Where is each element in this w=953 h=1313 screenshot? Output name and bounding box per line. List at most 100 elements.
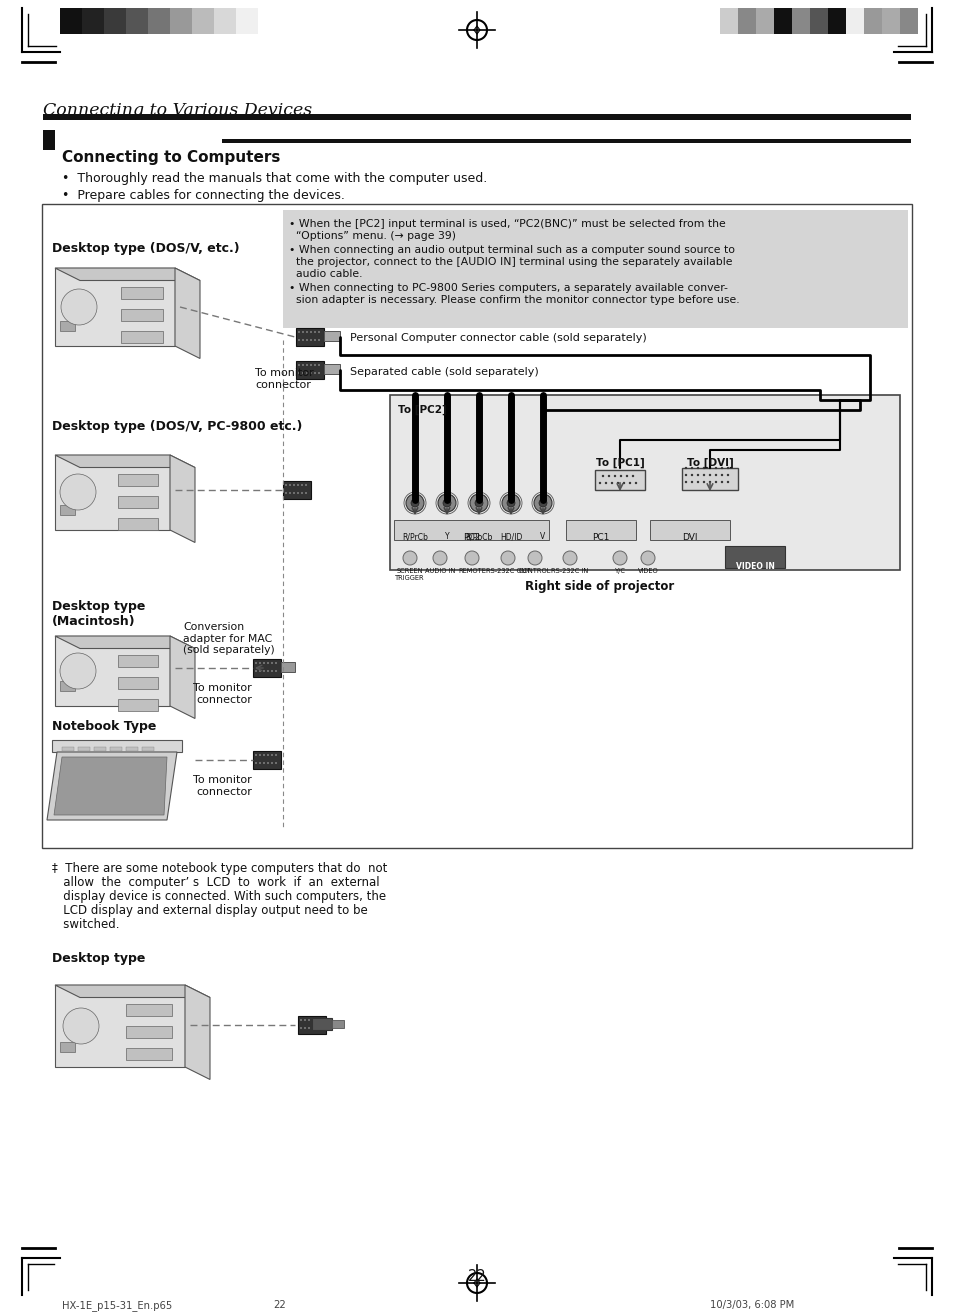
Text: Personal Computer connector cable (sold separately): Personal Computer connector cable (sold … <box>350 334 646 343</box>
Circle shape <box>690 481 693 483</box>
Bar <box>295 361 324 379</box>
Text: To monitor
connector: To monitor connector <box>193 775 252 797</box>
Circle shape <box>274 754 276 756</box>
Circle shape <box>411 499 418 507</box>
Bar <box>55 985 185 1067</box>
Circle shape <box>726 474 728 477</box>
Text: To [PC2]: To [PC2] <box>397 404 446 415</box>
Circle shape <box>298 339 299 341</box>
Circle shape <box>310 372 312 374</box>
Circle shape <box>298 372 299 374</box>
Circle shape <box>702 474 704 477</box>
Circle shape <box>308 1019 310 1020</box>
Circle shape <box>271 763 273 764</box>
Circle shape <box>310 364 312 366</box>
Bar <box>127 1025 172 1039</box>
Bar <box>312 1018 332 1029</box>
Text: Desktop type (DOS/V, PC-9800 etc.): Desktop type (DOS/V, PC-9800 etc.) <box>52 420 302 433</box>
Circle shape <box>702 481 704 483</box>
Text: Y/C: Y/C <box>614 569 625 574</box>
Circle shape <box>696 467 699 469</box>
Bar <box>62 747 74 751</box>
Circle shape <box>604 482 606 484</box>
Circle shape <box>314 372 315 374</box>
Bar <box>738 8 755 34</box>
Bar <box>118 496 158 508</box>
Circle shape <box>263 754 265 756</box>
Bar <box>55 268 174 347</box>
Circle shape <box>289 492 291 494</box>
Text: Conversion
adapter for MAC
(sold separately): Conversion adapter for MAC (sold separat… <box>183 622 274 655</box>
Circle shape <box>259 763 260 764</box>
Bar <box>60 1043 75 1052</box>
Bar <box>118 699 158 712</box>
Circle shape <box>534 494 552 512</box>
Circle shape <box>298 364 299 366</box>
Text: R/PrCb: R/PrCb <box>401 532 428 541</box>
Circle shape <box>301 492 302 494</box>
Bar <box>281 662 294 672</box>
Bar <box>121 309 163 320</box>
Text: CONTROL: CONTROL <box>518 569 551 574</box>
Circle shape <box>271 670 273 672</box>
Text: Right side of projector: Right side of projector <box>525 580 674 593</box>
Text: • When connecting to PC-9800 Series computers, a separately available conver-: • When connecting to PC-9800 Series comp… <box>289 284 727 293</box>
Circle shape <box>315 1019 317 1020</box>
Bar <box>863 8 882 34</box>
Circle shape <box>305 492 307 494</box>
Circle shape <box>720 481 722 483</box>
Bar <box>126 8 148 34</box>
Text: Separated cable (sold separately): Separated cable (sold separately) <box>350 368 538 377</box>
Bar <box>283 481 311 499</box>
Bar <box>94 747 106 751</box>
Circle shape <box>302 372 303 374</box>
Bar <box>283 210 907 328</box>
Text: the projector, connect to the [AUDIO IN] terminal using the separately available: the projector, connect to the [AUDIO IN]… <box>289 257 732 267</box>
Bar <box>882 8 899 34</box>
Circle shape <box>304 1027 306 1029</box>
Circle shape <box>402 551 416 565</box>
Text: Notebook Type: Notebook Type <box>52 720 156 733</box>
Text: B/PbCb: B/PbCb <box>465 532 492 541</box>
Circle shape <box>501 494 519 512</box>
Bar <box>390 395 899 570</box>
Circle shape <box>263 763 265 764</box>
Circle shape <box>708 467 710 469</box>
Text: •  Prepare cables for connecting the devices.: • Prepare cables for connecting the devi… <box>62 189 345 202</box>
Circle shape <box>312 1019 314 1020</box>
Bar <box>827 8 845 34</box>
Circle shape <box>267 754 269 756</box>
Polygon shape <box>174 268 200 358</box>
Bar <box>773 8 791 34</box>
Circle shape <box>500 551 515 565</box>
Bar <box>52 741 182 752</box>
Bar <box>78 747 90 751</box>
Circle shape <box>708 474 710 477</box>
Bar <box>724 546 784 569</box>
Bar <box>60 506 75 515</box>
Circle shape <box>631 475 634 477</box>
Circle shape <box>274 670 276 672</box>
Circle shape <box>720 467 722 469</box>
Text: allow  the  computer’ s  LCD  to  work  if  an  external: allow the computer’ s LCD to work if an … <box>52 876 379 889</box>
Circle shape <box>318 339 319 341</box>
Polygon shape <box>47 752 177 821</box>
Circle shape <box>60 653 96 689</box>
Circle shape <box>300 1019 301 1020</box>
Circle shape <box>634 482 637 484</box>
Text: RS-232C IN: RS-232C IN <box>551 569 588 574</box>
Text: Desktop type (DOS/V, etc.): Desktop type (DOS/V, etc.) <box>52 242 239 255</box>
Bar <box>324 364 339 374</box>
Circle shape <box>267 763 269 764</box>
Polygon shape <box>170 635 194 718</box>
Circle shape <box>298 331 299 332</box>
Bar <box>222 139 910 143</box>
Polygon shape <box>185 985 210 1079</box>
Circle shape <box>271 754 273 756</box>
Bar <box>121 331 163 343</box>
Circle shape <box>726 481 728 483</box>
Bar <box>43 114 910 119</box>
Circle shape <box>506 499 515 507</box>
Text: Connecting to Various Devices: Connecting to Various Devices <box>43 102 312 119</box>
Circle shape <box>470 494 488 512</box>
